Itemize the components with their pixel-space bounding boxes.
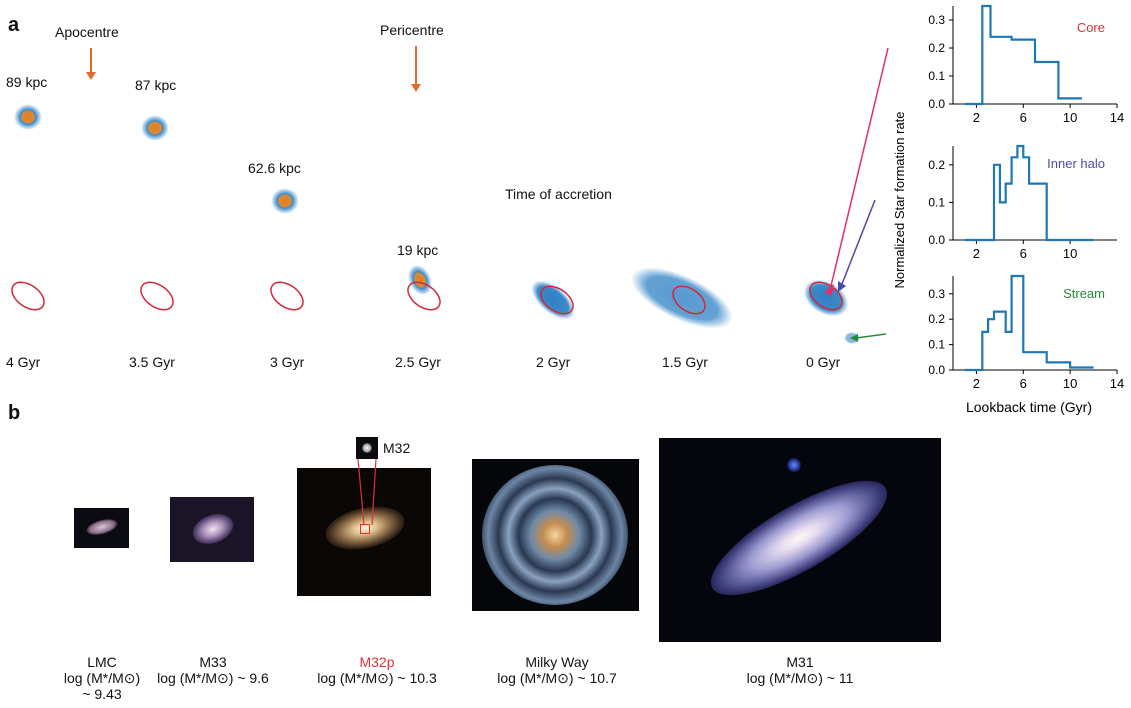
lmc-mass-value: ~ 9.43: [82, 686, 122, 702]
time-label-4: 2.5 Gyr: [395, 354, 441, 370]
hist-2-ytick-label-1: 0.1: [928, 338, 945, 352]
hist-0-xtick-label-1: 6: [1020, 110, 1027, 125]
hist-0-ytick-label-1: 0.1: [928, 69, 945, 83]
core-pointer-head: [824, 284, 834, 296]
satellite-1-5gyr: [631, 267, 733, 329]
hist-2-ytick-label-3: 0.3: [928, 287, 945, 301]
hist-1-title: Inner halo: [1047, 156, 1105, 171]
simulation-snapshots: [11, 46, 889, 344]
disk-ellipse-3: [270, 281, 304, 311]
hist-0-xtick-label-2: 10: [1063, 110, 1077, 125]
hist-0-xtick-label-3: 14: [1110, 110, 1124, 125]
m32-inset-label: M32: [383, 440, 411, 456]
m31-caption: M31 log (M*/M⊙) ~ 11: [730, 654, 870, 686]
sfr-histograms: Normalized Star formation rate 0.0 0.1 0.2…: [892, 4, 1124, 415]
lmc-image: [74, 508, 129, 548]
lmc-caption: LMC log (M*/M⊙) ~ 9.43: [54, 654, 150, 702]
satellite-3gyr: [271, 188, 299, 214]
apocentre-label: Apocentre: [55, 24, 119, 40]
distance-label-4: 19 kpc: [397, 242, 439, 258]
satellite-4gyr: [14, 104, 42, 130]
milky-way-image: [472, 459, 639, 611]
stream-pointer-arrow: [855, 333, 887, 339]
panel-b-letter: b: [8, 402, 21, 424]
hist-0-ytick-label-0: 0.0: [928, 97, 945, 111]
m33-name: M33: [199, 654, 227, 670]
m31-name: M31: [786, 654, 814, 670]
hist-1-ytick-label-0: 0.0: [928, 233, 945, 247]
disk-ellipse-5: [540, 285, 574, 315]
disk-ellipse-6: [672, 285, 706, 315]
m33-mass: log (M*/M⊙) ~ 9.6: [157, 670, 269, 686]
m31-image: [659, 438, 941, 642]
time-label-6: 1.5 Gyr: [662, 354, 708, 370]
hist-2-series: [964, 274, 1094, 372]
hist-1-ytick-label-2: 0.2: [928, 158, 945, 172]
m33-caption: M33 log (M*/M⊙) ~ 9.6: [150, 654, 276, 686]
satellite-0gyr: [803, 279, 849, 317]
hist-2-xtick-label-0: 2: [973, 376, 980, 391]
hist-2-ytick-label-0: 0.0: [928, 363, 945, 377]
hist-2-ytick-label-2: 0.2: [928, 312, 945, 326]
hist-2-xlabel: Lookback time (Gyr): [966, 399, 1092, 415]
m32p-name: M32p: [359, 654, 395, 670]
hist-0-xtick-label-0: 2: [973, 110, 980, 125]
distance-label-2: 87 kpc: [135, 77, 177, 93]
satellite-2gyr: [531, 280, 575, 320]
m32p-mass: log (M*/M⊙) ~ 10.3: [317, 670, 437, 686]
disk-ellipse-4: [407, 281, 441, 311]
m32p-caption: M32p log (M*/M⊙) ~ 10.3: [306, 654, 448, 686]
milky-way-name: Milky Way: [525, 654, 589, 670]
m33-image: [170, 497, 254, 562]
hist-1-xtick-label-1: 6: [1020, 246, 1027, 261]
inner-halo-pointer-arrow: [841, 199, 876, 285]
apocentre-arrow-head: [86, 72, 96, 80]
m32p-image: [297, 468, 431, 596]
m32-zoom-lines: [357, 458, 377, 526]
satellite-3-5gyr: [141, 115, 169, 141]
time-label-5: 2 Gyr: [536, 354, 571, 370]
hist-1-series: [964, 144, 1094, 242]
shared-ylabel: Normalized Star formation rate: [892, 111, 907, 288]
disk-ellipse-1: [11, 281, 45, 311]
hist-1-xtick-label-0: 2: [973, 246, 980, 261]
hist-0-ytick-label-3: 0.3: [928, 13, 945, 27]
m31-mass: log (M*/M⊙) ~ 11: [746, 670, 854, 686]
inner-halo-pointer-head: [838, 281, 846, 292]
hist-0-ytick-label-2: 0.2: [928, 41, 945, 55]
m32-inset-image: [356, 437, 378, 459]
hist-2-title: Stream: [1063, 286, 1105, 301]
distance-label-3: 62.6 kpc: [248, 160, 301, 176]
panel-a-letter: a: [8, 14, 20, 36]
hist-1-xtick-label-2: 10: [1063, 246, 1077, 261]
pericentre-arrow-head: [411, 84, 421, 92]
time-label-7: 0 Gyr: [806, 354, 841, 370]
hist-1-ytick-label-1: 0.1: [928, 195, 945, 209]
time-label-1: 4 Gyr: [6, 354, 41, 370]
core-pointer-arrow: [829, 47, 889, 291]
hist-2-xtick-label-1: 6: [1020, 376, 1027, 391]
satellite-2-5gyr: [407, 264, 433, 296]
hist-2-xtick-label-2: 10: [1063, 376, 1077, 391]
pericentre-label: Pericentre: [380, 22, 444, 38]
time-label-2: 3.5 Gyr: [129, 354, 175, 370]
milky-way-mass: log (M*/M⊙) ~ 10.7: [497, 670, 617, 686]
distance-label-1: 89 kpc: [6, 74, 48, 90]
milky-way-caption: Milky Way log (M*/M⊙) ~ 10.7: [486, 654, 628, 686]
hist-0-title: Core: [1077, 20, 1105, 35]
stream-pointer-head: [850, 334, 858, 342]
hist-0-series: [964, 4, 1082, 106]
lmc-name: LMC: [87, 654, 117, 670]
disk-ellipse-2: [140, 281, 174, 311]
lmc-mass: log (M*/M⊙): [63, 670, 141, 686]
accretion-label: Time of accretion: [505, 186, 612, 202]
hist-2-xtick-label-3: 14: [1110, 376, 1124, 391]
time-label-3: 3 Gyr: [270, 354, 305, 370]
